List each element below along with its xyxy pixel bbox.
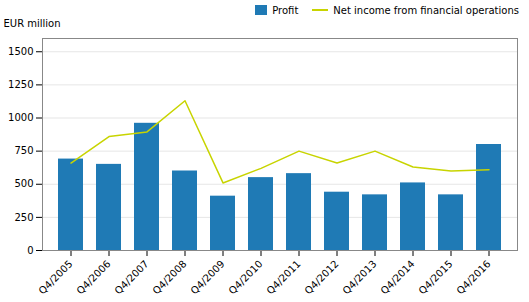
svg-text:Q4/2013: Q4/2013 [340,258,378,296]
svg-text:Q4/2009: Q4/2009 [188,258,226,296]
svg-text:Q4/2014: Q4/2014 [378,258,416,296]
html-text:Profit: Profit [272,4,299,16]
svg-text:250: 250 [14,212,33,223]
svg-text:Q4/2006: Q4/2006 [74,258,112,296]
svg-text:Q4/2008: Q4/2008 [150,258,188,296]
svg-text:Q4/2005: Q4/2005 [36,258,74,296]
svg-text:Q4/2011: Q4/2011 [264,258,302,296]
svg-text:1500: 1500 [8,46,33,57]
svg-text:500: 500 [14,178,33,189]
svg-text:EUR million: EUR million [4,18,61,29]
svg-text:Q4/2007: Q4/2007 [112,258,150,296]
svg-text:Q4/2016: Q4/2016 [454,258,492,296]
svg-text:Q4/2010: Q4/2010 [226,258,264,296]
svg-text:750: 750 [14,145,33,156]
html-text:Net income from financial oper: Net income from financial operations [333,4,519,16]
svg-text:Q4/2012: Q4/2012 [302,258,340,296]
svg-text:1250: 1250 [8,79,33,90]
svg-text:1000: 1000 [8,112,33,123]
svg-text:Q4/2015: Q4/2015 [416,258,454,296]
svg-text:0: 0 [27,245,33,256]
